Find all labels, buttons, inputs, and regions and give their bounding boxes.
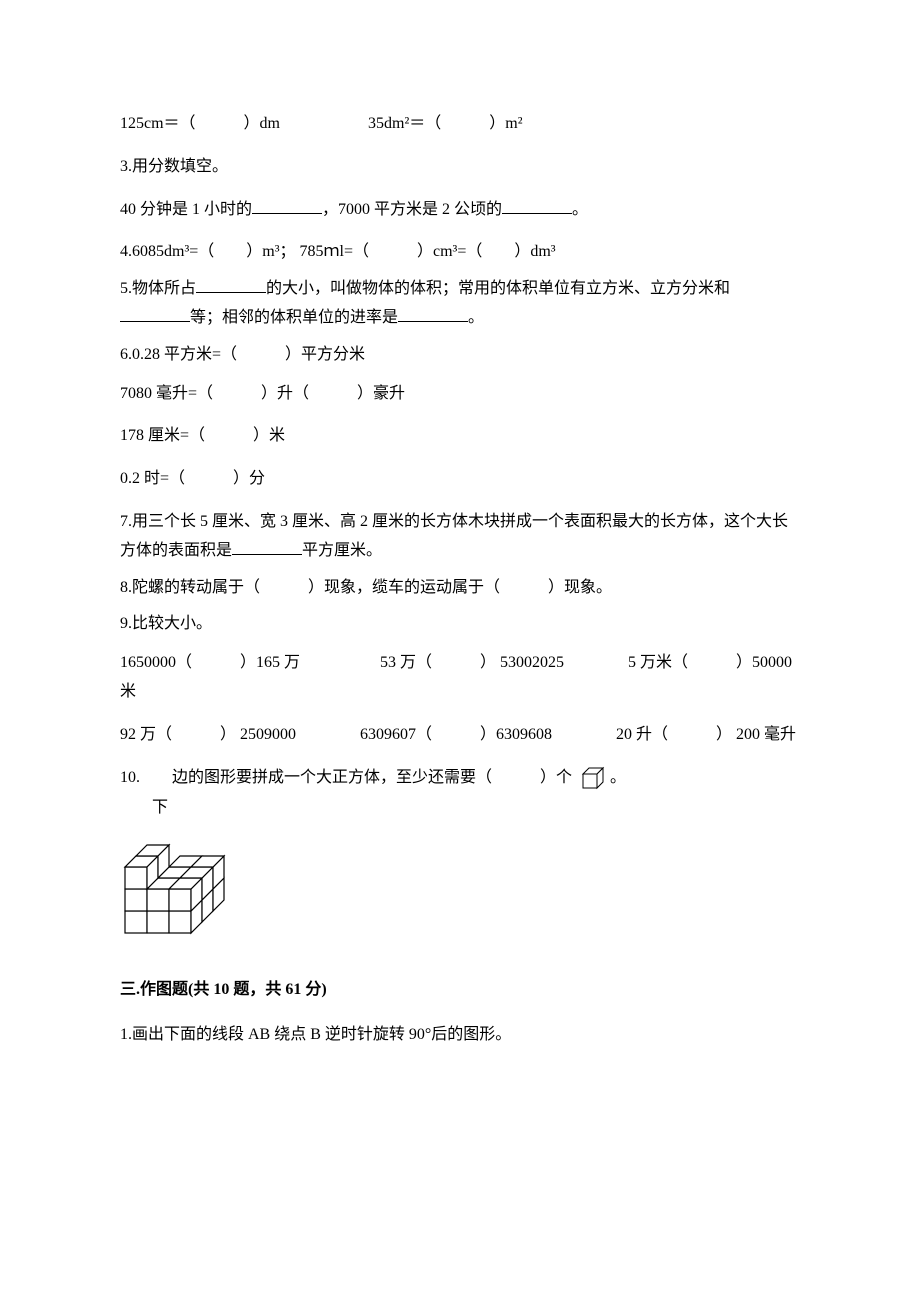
q9-title: 9.比较大小。 bbox=[120, 610, 800, 639]
q10-xia: 下 bbox=[120, 794, 800, 823]
q3-part-b: ，7000 平方米是 2 公顷的 bbox=[322, 201, 502, 218]
q8: 8.陀螺的转动属于（ ）现象，缆车的运动属于（ ）现象。 bbox=[120, 574, 800, 603]
blank bbox=[398, 306, 468, 322]
q4: 4.6085dm³=（ ）m³； 785ｍl=（ ）cm³=（ ）dm³ bbox=[120, 238, 800, 267]
q6-l3: 178 厘米=（ ）米 bbox=[120, 422, 800, 451]
q5-a: 5.物体所占 bbox=[120, 280, 196, 297]
q10-b: 。 bbox=[610, 769, 626, 786]
q3-part-a: 40 分钟是 1 小时的 bbox=[120, 201, 252, 218]
q2-unit-conversion: 125cm＝（ ）dm 35dm²＝（ ）m² bbox=[120, 110, 800, 139]
blank bbox=[120, 306, 190, 322]
q7-b: 平方厘米。 bbox=[302, 542, 382, 559]
q7-a: 7.用三个长 5 厘米、宽 3 厘米、高 2 厘米的长方体木块拼成一个表面积最大… bbox=[120, 513, 788, 559]
section-3-title: 三.作图题(共 10 题，共 61 分) bbox=[120, 976, 800, 1005]
q10-a: 10. 边的图形要拼成一个大正方体，至少还需要（ ）个 bbox=[120, 769, 572, 786]
q3-part-c: 。 bbox=[572, 201, 588, 218]
blank bbox=[252, 198, 322, 214]
cube-block-figure bbox=[120, 841, 800, 952]
q2-125cm: 125cm＝（ ）dm bbox=[120, 115, 280, 132]
small-cube-icon bbox=[580, 769, 610, 786]
q3-line: 40 分钟是 1 小时的 ，7000 平方米是 2 公顷的 。 bbox=[120, 196, 800, 225]
q5: 5.物体所占 的大小，叫做物体的体积；常用的体积单位有立方米、立方分米和等；相邻的… bbox=[120, 275, 800, 333]
q10: 10. 边的图形要拼成一个大正方体，至少还需要（ ）个 。 下 bbox=[120, 764, 800, 824]
q5-c: 等；相邻的体积单位的进率是 bbox=[190, 309, 398, 326]
q9-l1: 1650000（ ）165 万 53 万（ ） 53002025 5 万米（ ）… bbox=[120, 649, 800, 707]
q2-35dm2: 35dm²＝（ ）m² bbox=[368, 115, 523, 132]
q6-l2: 7080 毫升=（ ）升（ ）豪升 bbox=[120, 380, 800, 409]
blank bbox=[196, 277, 266, 293]
q5-b: 的大小，叫做物体的体积；常用的体积单位有立方米、立方分米和 bbox=[266, 280, 730, 297]
q3-title: 3.用分数填空。 bbox=[120, 153, 800, 182]
q5-d: 。 bbox=[468, 309, 484, 326]
q9-l2: 92 万（ ） 2509000 6309607（ ）6309608 20 升（ … bbox=[120, 721, 800, 750]
q6-l4: 0.2 时=（ ）分 bbox=[120, 465, 800, 494]
blank bbox=[232, 539, 302, 555]
s3-q1: 1.画出下面的线段 AB 绕点 B 逆时针旋转 90°后的图形。 bbox=[120, 1021, 800, 1050]
blank bbox=[502, 198, 572, 214]
q7: 7.用三个长 5 厘米、宽 3 厘米、高 2 厘米的长方体木块拼成一个表面积最大… bbox=[120, 508, 800, 566]
q10-text: 10. 边的图形要拼成一个大正方体，至少还需要（ ）个 。 下 bbox=[120, 764, 800, 824]
q6-l1: 6.0.28 平方米=（ ）平方分米 bbox=[120, 341, 800, 370]
